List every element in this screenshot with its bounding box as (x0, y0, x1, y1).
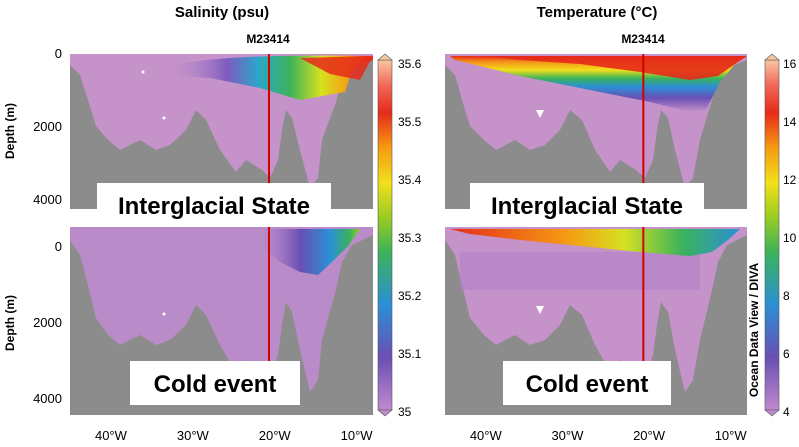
temperature-colorbar: 16 14 12 10 8 6 4 (764, 53, 797, 419)
colorbar-scale (377, 59, 393, 411)
surface-temperature-layer (450, 229, 740, 256)
data-gap (536, 110, 544, 118)
colorbar-tick: 35.2 (398, 289, 422, 303)
data-dot (162, 116, 166, 120)
xtick-label: 10°W (715, 428, 748, 443)
state-banner (97, 183, 331, 227)
state-banner (130, 361, 300, 405)
xtick-label: 30°W (177, 428, 210, 443)
xtick-label: 40°W (470, 428, 503, 443)
side-attribution: Ocean Data View / DIVA (747, 263, 761, 398)
panel-temperature-cold-event: Cold event (445, 227, 747, 415)
colorbar-tick: 35.1 (398, 347, 422, 361)
panel-temperature-interglacial: Interglacial State (445, 54, 747, 227)
surface-salinity-tongue (260, 229, 360, 275)
colorbar-tick: 8 (783, 289, 790, 303)
colorbar-min-arrow (377, 409, 393, 417)
xtick-label: 20°W (633, 428, 666, 443)
colorbar-min-arrow (764, 409, 780, 417)
ytick-label: 2000 (33, 315, 62, 330)
colorbar-tick: 35 (398, 405, 412, 419)
xticks-left: 40°W 30°W 20°W 10°W (95, 428, 373, 443)
high-salinity-core (300, 56, 373, 80)
colorbar-tick: 14 (783, 115, 797, 129)
xtick-label: 20°W (259, 428, 292, 443)
colorbar-tick: 35.6 (398, 57, 422, 71)
colorbar-tick: 4 (783, 405, 790, 419)
colorbar-tick: 6 (783, 347, 790, 361)
xticks-right: 40°W 30°W 20°W 10°W (470, 428, 748, 443)
colorbar-tick: 12 (783, 173, 797, 187)
state-banner (503, 361, 671, 405)
ylabel-bottom: Depth (m) (3, 295, 17, 351)
colorbar-max-arrow (377, 53, 393, 61)
warm-surface-layer (480, 56, 747, 80)
salinity-core-label: M23414 (246, 32, 290, 46)
ytick-label: 0 (55, 46, 62, 61)
colorbar-tick: 35.3 (398, 231, 422, 245)
ytick-label: 2000 (33, 119, 62, 134)
data-gap (536, 306, 544, 314)
data-dot (162, 312, 166, 316)
colorbar-scale (764, 59, 780, 411)
colorbar-tick: 35.4 (398, 173, 422, 187)
yticks-bottom: 0 2000 4000 (33, 239, 62, 406)
colorbar-tick: 35.5 (398, 115, 422, 129)
salinity-colorbar: 35.6 35.5 35.4 35.3 35.2 35.1 35 (377, 53, 422, 419)
state-banner-text: Cold event (154, 371, 277, 398)
panel-salinity-cold-event: Cold event (70, 227, 373, 415)
data-dot (141, 70, 145, 74)
intermediate-layer (460, 252, 700, 290)
salinity-title: Salinity (psu) (175, 4, 269, 21)
state-banner-text: Cold event (526, 371, 649, 398)
colorbar-max-arrow (764, 53, 780, 61)
yticks-top: 0 2000 4000 (33, 46, 62, 207)
panel-salinity-interglacial: Interglacial State (70, 54, 373, 227)
xtick-label: 30°W (551, 428, 584, 443)
xtick-label: 10°W (341, 428, 374, 443)
colorbar-tick: 10 (783, 231, 797, 245)
state-banner (470, 183, 704, 227)
ytick-label: 4000 (33, 391, 62, 406)
temperature-core-label: M23414 (621, 32, 665, 46)
ytick-label: 4000 (33, 192, 62, 207)
temperature-title: Temperature (°C) (537, 4, 658, 21)
state-banner-text: Interglacial State (118, 193, 310, 220)
ytick-label: 0 (55, 239, 62, 254)
ylabel-top: Depth (m) (3, 103, 17, 159)
colorbar-tick: 16 (783, 57, 797, 71)
state-banner-text: Interglacial State (491, 193, 683, 220)
xtick-label: 40°W (95, 428, 128, 443)
